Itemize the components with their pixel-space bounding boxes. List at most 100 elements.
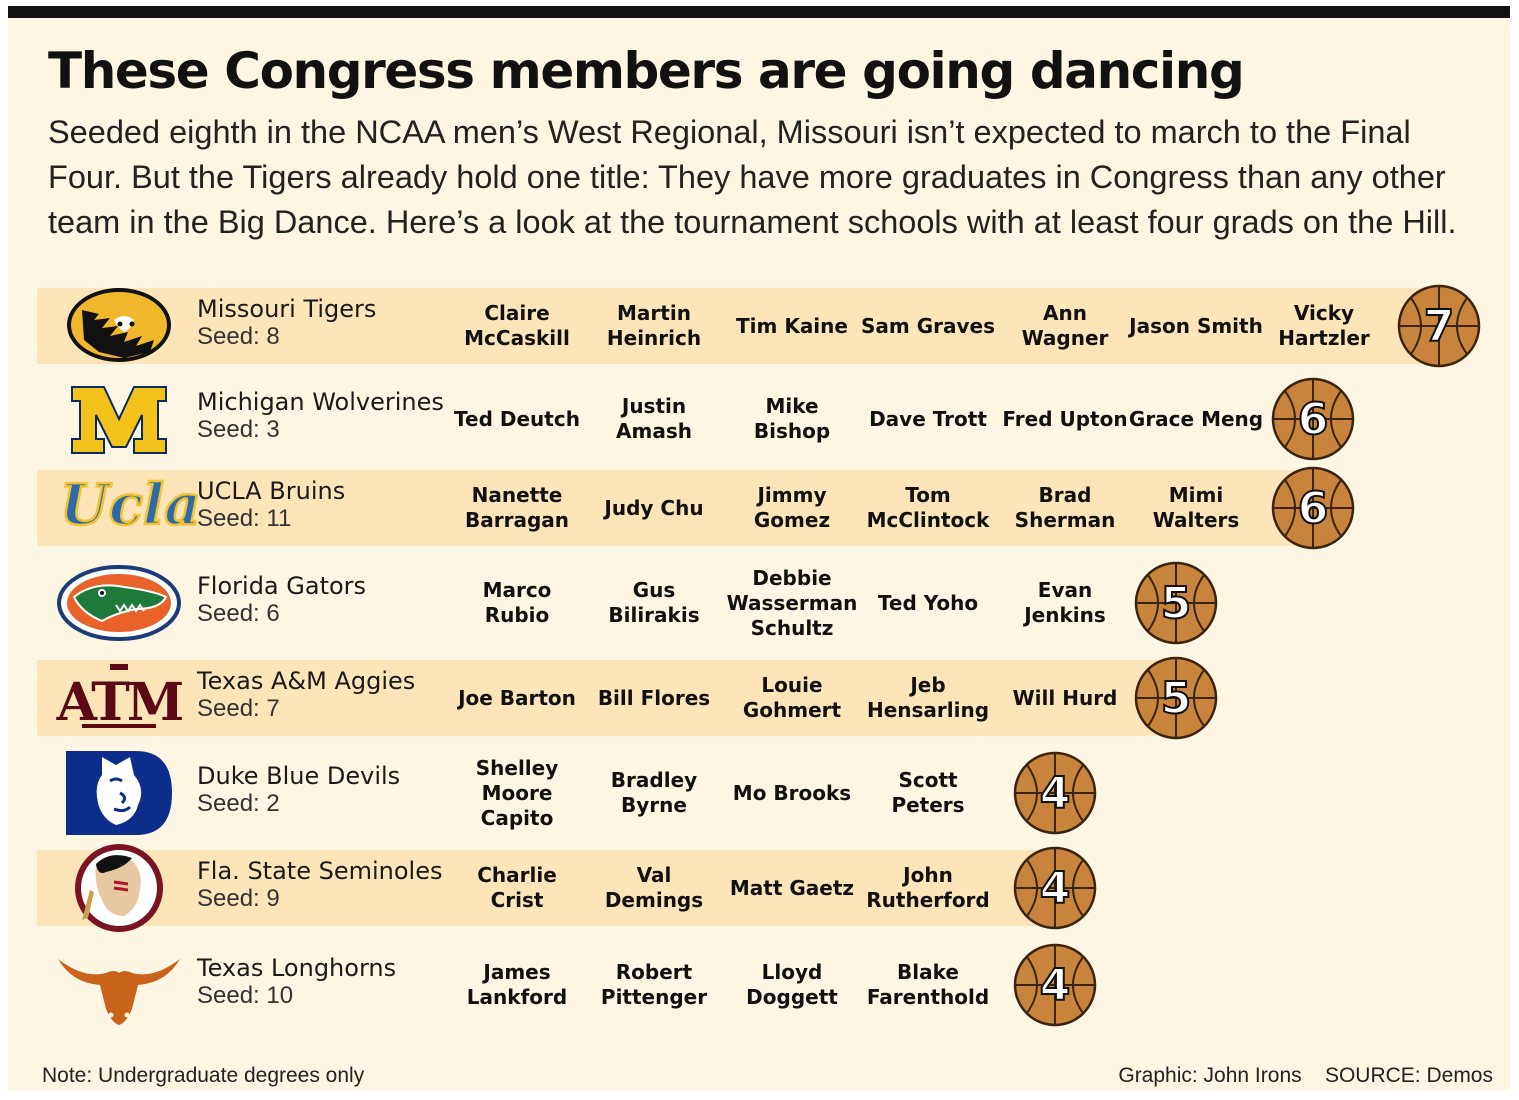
member-name: Ted Yoho bbox=[877, 590, 979, 615]
member-count: 4 bbox=[1039, 959, 1072, 1012]
member-count: 5 bbox=[1160, 577, 1193, 630]
basketball-count-icon: 6 bbox=[1271, 377, 1355, 461]
member-name: Gus Bilirakis bbox=[608, 578, 700, 627]
team-label: Michigan Wolverines Seed: 3 bbox=[197, 388, 459, 444]
member-name: Dave Trott bbox=[869, 406, 987, 431]
member-name: Lloyd Doggett bbox=[746, 960, 838, 1009]
michigan-block-m-logo bbox=[54, 373, 184, 465]
member-name: Mike Bishop bbox=[753, 394, 831, 443]
team-name: Florida Gators bbox=[197, 572, 367, 600]
basketball-count-icon: 4 bbox=[1013, 751, 1097, 835]
florida-gator-logo bbox=[54, 557, 184, 649]
member-count: 4 bbox=[1039, 862, 1072, 915]
member-name: Charlie Crist bbox=[477, 863, 557, 912]
member-name: Grace Meng bbox=[1128, 406, 1264, 431]
texas-am-logo: ATM bbox=[54, 652, 186, 744]
member-name: Brad Sherman bbox=[1014, 483, 1116, 532]
member-name: John Rutherford bbox=[866, 863, 990, 912]
member-name: Fred Upton bbox=[1002, 406, 1128, 431]
footnote: Note: Undergraduate degrees only bbox=[42, 1064, 365, 1087]
member-name: Bradley Byrne bbox=[610, 768, 698, 817]
team-name: UCLA Bruins bbox=[197, 477, 346, 505]
member-name: Martin Heinrich bbox=[606, 301, 702, 350]
team-name: Texas Longhorns bbox=[197, 954, 397, 982]
team-seed: Seed: 8 bbox=[197, 323, 280, 350]
member-name: Tim Kaine bbox=[736, 313, 848, 338]
texas-longhorn-logo bbox=[54, 939, 184, 1031]
team-label: Texas Longhorns Seed: 10 bbox=[197, 954, 459, 1010]
member-count: 7 bbox=[1423, 300, 1456, 353]
team-seed: Seed: 11 bbox=[197, 505, 292, 532]
team-label: Texas A&M Aggies Seed: 7 bbox=[197, 667, 459, 723]
member-name: Blake Farenthold bbox=[866, 960, 990, 1009]
member-name: Judy Chu bbox=[604, 495, 704, 520]
basketball-count-icon: 5 bbox=[1134, 561, 1218, 645]
team-label: Florida Gators Seed: 6 bbox=[197, 572, 459, 628]
member-name: Matt Gaetz bbox=[729, 875, 855, 900]
fsu-seminole-logo bbox=[54, 842, 184, 934]
basketball-count-icon: 4 bbox=[1013, 943, 1097, 1027]
team-seed: Seed: 7 bbox=[197, 695, 280, 722]
basketball-count-icon: 4 bbox=[1013, 846, 1097, 930]
member-name: Louie Gohmert bbox=[742, 673, 842, 722]
member-name: Justin Amash bbox=[616, 394, 692, 443]
row-band bbox=[37, 288, 1439, 364]
team-label: Fla. State Seminoles Seed: 9 bbox=[197, 857, 459, 913]
member-name: Sam Graves bbox=[861, 313, 995, 338]
member-name: Will Hurd bbox=[1012, 685, 1118, 710]
row-band bbox=[37, 850, 1055, 926]
team-name: Duke Blue Devils bbox=[197, 762, 401, 790]
member-name: Jimmy Gomez bbox=[753, 483, 831, 532]
member-name: Claire McCaskill bbox=[464, 301, 570, 350]
team-seed: Seed: 10 bbox=[197, 982, 294, 1009]
member-count: 6 bbox=[1297, 393, 1330, 446]
member-name: Val Demings bbox=[604, 863, 704, 912]
team-name: Fla. State Seminoles bbox=[197, 857, 443, 885]
member-name: Shelley Moore Capito bbox=[475, 755, 559, 830]
basketball-count-icon: 6 bbox=[1271, 466, 1355, 550]
basketball-count-icon: 5 bbox=[1134, 656, 1218, 740]
team-seed: Seed: 3 bbox=[197, 416, 280, 443]
member-name: Evan Jenkins bbox=[1024, 578, 1106, 627]
member-name: Marco Rubio bbox=[482, 578, 552, 627]
graphic-subtitle: Seeded eighth in the NCAA men’s West Reg… bbox=[48, 114, 1457, 240]
member-name: James Lankford bbox=[466, 960, 568, 1009]
team-label: Missouri Tigers Seed: 8 bbox=[197, 295, 459, 351]
member-name: Robert Pittenger bbox=[600, 960, 708, 1009]
basketball-count-icon: 7 bbox=[1397, 284, 1481, 368]
member-name: Nanette Barragan bbox=[464, 483, 569, 532]
member-name: Tom McClintock bbox=[866, 483, 990, 532]
svg-text:ATM: ATM bbox=[56, 672, 183, 733]
member-name: Scott Peters bbox=[891, 768, 965, 817]
team-seed: Seed: 9 bbox=[197, 885, 280, 912]
member-name: Bill Flores bbox=[597, 685, 711, 710]
member-count: 4 bbox=[1039, 767, 1072, 820]
member-name: Debbie Wasserman Schultz bbox=[726, 565, 858, 640]
member-count: 5 bbox=[1160, 672, 1193, 725]
member-count: 6 bbox=[1297, 482, 1330, 535]
member-name: Ted Deutch bbox=[454, 406, 580, 431]
team-seed: Seed: 2 bbox=[197, 790, 280, 817]
member-name: Mo Brooks bbox=[732, 780, 852, 805]
member-name: Vicky Hartzler bbox=[1278, 301, 1370, 350]
member-name: Jeb Hensarling bbox=[866, 673, 990, 722]
team-name: Michigan Wolverines bbox=[197, 388, 444, 416]
team-label: UCLA Bruins Seed: 11 bbox=[197, 477, 459, 533]
source-credit: Graphic: John Irons SOURCE: Demos bbox=[1118, 1064, 1493, 1087]
row-band bbox=[37, 660, 1176, 736]
team-label: Duke Blue Devils Seed: 2 bbox=[197, 762, 459, 818]
member-name: Mimi Walters bbox=[1152, 483, 1240, 532]
team-name: Missouri Tigers bbox=[197, 295, 377, 323]
graphic-title: These Congress members are going dancing bbox=[48, 42, 1245, 100]
team-name: Texas A&M Aggies bbox=[197, 667, 416, 695]
member-name: Ann Wagner bbox=[1021, 301, 1109, 350]
row-band bbox=[37, 470, 1313, 546]
ucla-script-logo: Ucla bbox=[54, 462, 202, 554]
member-name: Joe Barton bbox=[458, 685, 576, 710]
svg-text:Ucla: Ucla bbox=[60, 472, 201, 538]
member-name: Jason Smith bbox=[1129, 313, 1263, 338]
top-rule bbox=[8, 6, 1510, 18]
team-seed: Seed: 6 bbox=[197, 600, 280, 627]
duke-blue-devil-logo bbox=[54, 747, 184, 839]
missouri-tiger-logo bbox=[54, 280, 184, 372]
